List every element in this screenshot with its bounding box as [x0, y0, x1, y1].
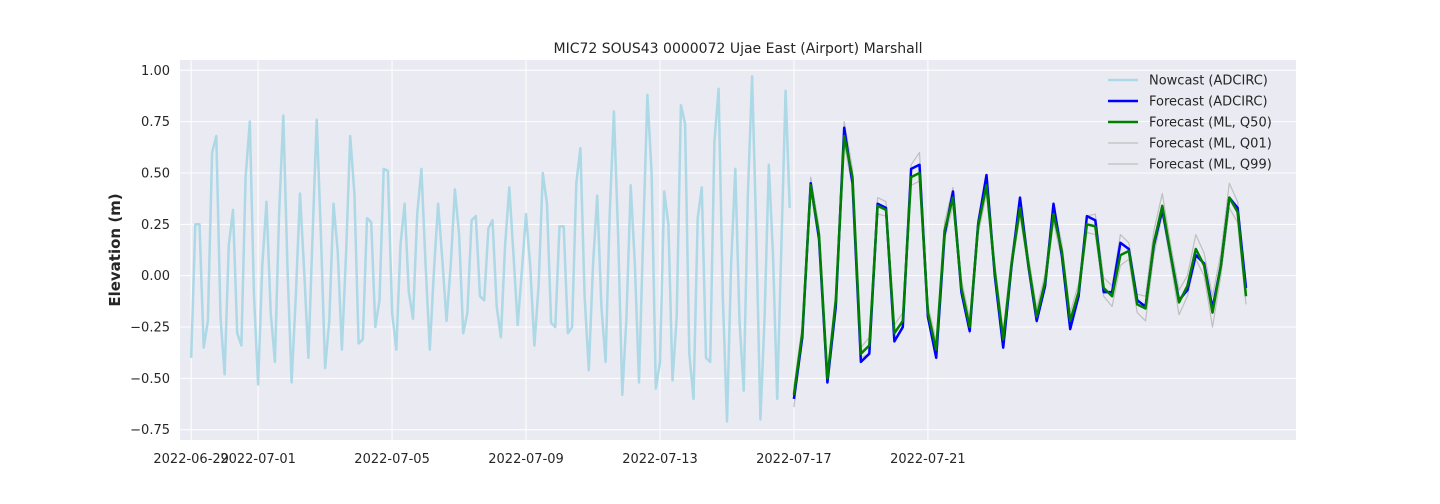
- legend-label: Forecast (ADCIRC): [1149, 95, 1268, 110]
- x-tick-label: 2022-07-01: [220, 452, 296, 467]
- legend-label: Forecast (ML, Q50): [1149, 116, 1272, 131]
- gridlines: [180, 60, 1296, 440]
- y-tick-label: 0.75: [141, 115, 170, 130]
- y-tick-label: −0.50: [130, 372, 170, 387]
- x-tick-label: 2022-07-09: [488, 452, 564, 467]
- y-tick-label: 0.50: [141, 166, 170, 181]
- legend: Nowcast (ADCIRC) Forecast (ADCIRC) Forecas…: [1108, 74, 1272, 173]
- y-axis-label: Elevation (m): [106, 193, 124, 306]
- y-tick-label: 1.00: [141, 64, 170, 79]
- y-tick-label: 0.00: [141, 269, 170, 284]
- forecast-ml-q50-line: [792, 134, 1248, 395]
- legend-label: Nowcast (ADCIRC): [1149, 74, 1268, 89]
- legend-label: Forecast (ML, Q99): [1149, 158, 1272, 173]
- y-tick-label: −0.25: [130, 321, 170, 336]
- x-tick-label: 2022-07-17: [756, 452, 832, 467]
- series-lines: [189, 75, 1248, 423]
- y-tick-label: −0.75: [130, 423, 170, 438]
- chart-title: MIC72 SOUS43 0000072 Ujae East (Airport)…: [553, 41, 922, 57]
- legend-label: Forecast (ML, Q01): [1149, 137, 1272, 152]
- x-tick-label: 2022-06-29: [153, 452, 229, 467]
- x-tick-label: 2022-07-05: [354, 452, 430, 467]
- x-tick-label: 2022-07-13: [622, 452, 698, 467]
- x-tick-label: 2022-07-21: [890, 452, 966, 467]
- nowcast-line: [189, 75, 791, 423]
- y-axis-ticks: −0.75 −0.50 −0.25 0.00 0.25 0.50 0.75 1.00: [130, 64, 170, 438]
- y-tick-label: 0.25: [141, 218, 170, 233]
